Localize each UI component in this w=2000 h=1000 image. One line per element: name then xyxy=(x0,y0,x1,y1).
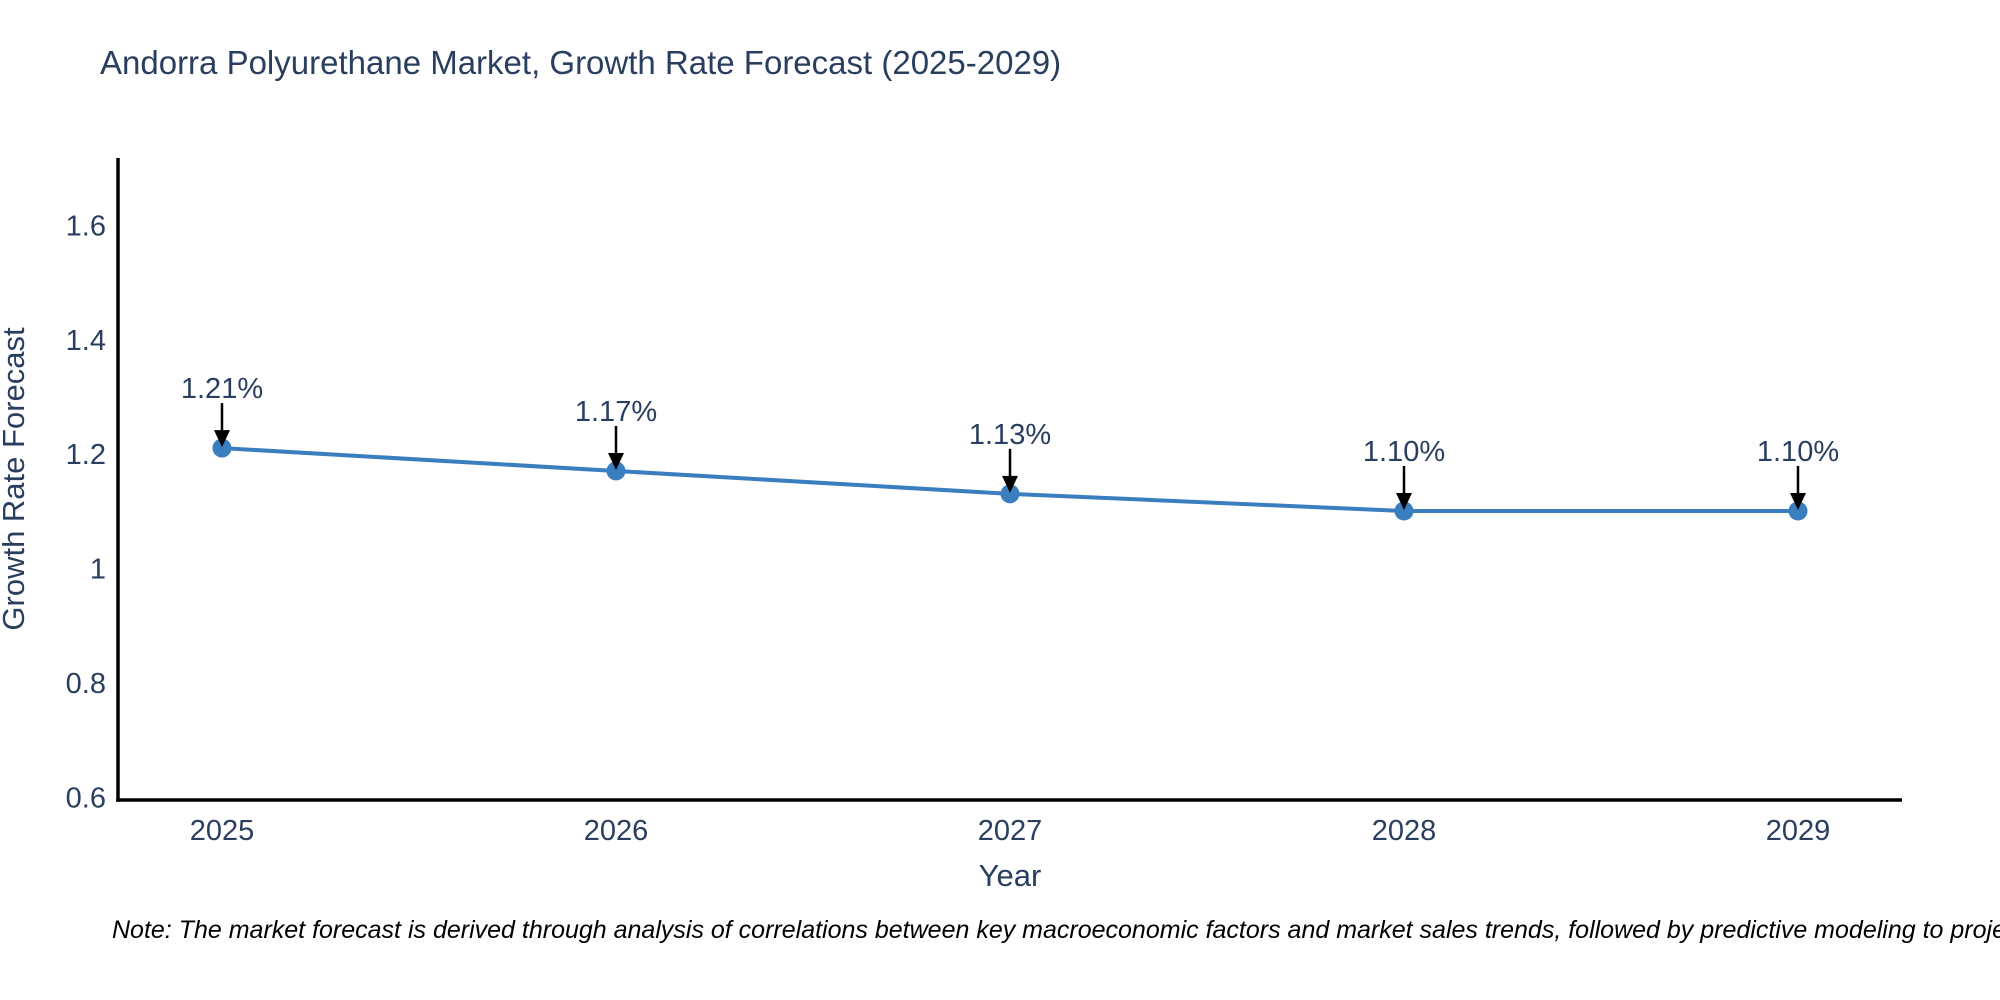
data-point xyxy=(606,461,626,481)
point-value-label: 1.10% xyxy=(1757,436,1839,468)
y-tick-label: 1 xyxy=(90,554,106,586)
y-tick-label: 1.6 xyxy=(66,210,106,242)
point-value-label: 1.10% xyxy=(1363,436,1445,468)
point-value-label: 1.17% xyxy=(575,396,657,428)
data-point xyxy=(1788,501,1808,521)
y-tick-label: 1.4 xyxy=(66,325,106,357)
y-axis-title: Growth Rate Forecast xyxy=(0,327,31,631)
x-tick-label: 2026 xyxy=(584,815,649,847)
data-point xyxy=(212,438,232,458)
x-tick-label: 2027 xyxy=(978,815,1043,847)
data-point xyxy=(1000,484,1020,504)
annotation-arrowhead xyxy=(1790,493,1806,510)
annotation-arrowhead xyxy=(214,430,230,448)
y-tick-label: 1.2 xyxy=(66,439,106,471)
point-value-label: 1.13% xyxy=(969,419,1051,451)
annotation-arrowhead xyxy=(1002,475,1018,493)
annotation-arrowhead xyxy=(608,452,624,470)
x-axis-title: Year xyxy=(979,858,1042,893)
x-tick-label: 2028 xyxy=(1372,815,1437,847)
y-tick-label: 0.8 xyxy=(66,668,106,700)
x-tick-label: 2025 xyxy=(190,815,255,847)
annotation-arrowhead xyxy=(1396,493,1412,510)
point-value-label: 1.21% xyxy=(181,373,263,405)
x-tick-label: 2029 xyxy=(1766,815,1831,847)
y-tick-label: 0.6 xyxy=(66,782,106,814)
data-point xyxy=(1394,501,1414,521)
footnote: Note: The market forecast is derived thr… xyxy=(112,916,2000,944)
chart-title: Andorra Polyurethane Market, Growth Rate… xyxy=(100,44,1062,81)
